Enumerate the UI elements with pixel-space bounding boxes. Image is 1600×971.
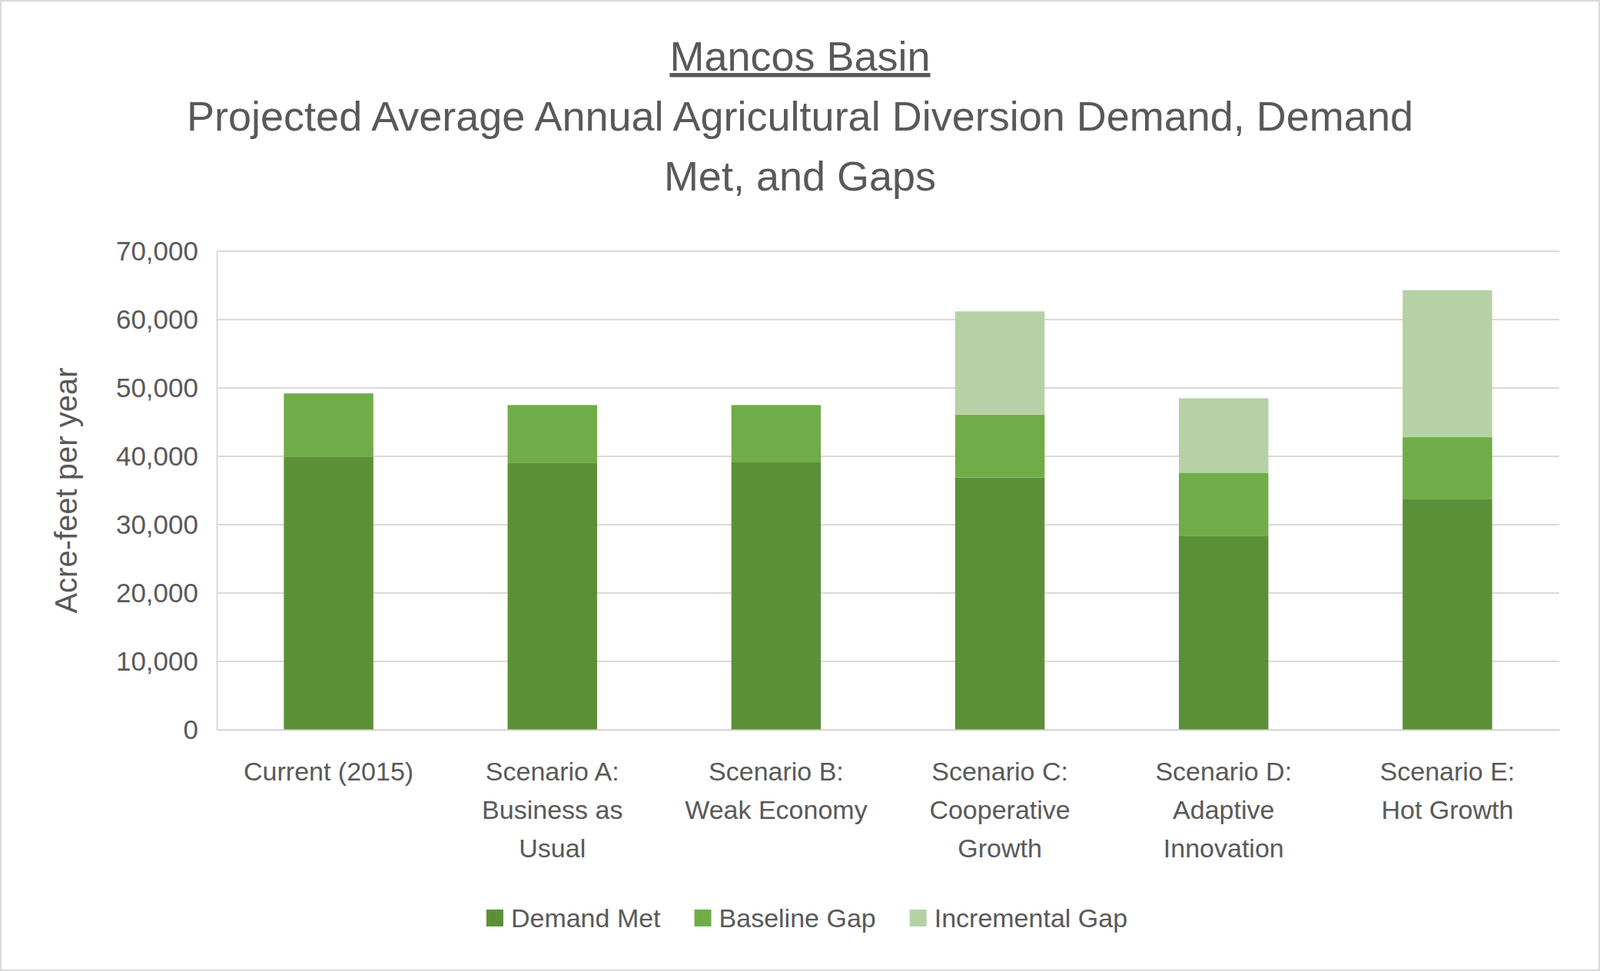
text-line: Weak Economy	[684, 795, 867, 825]
text-line: Projected Average Annual Agricultural Di…	[186, 92, 1414, 140]
x-tick: Scenario E: Hot Growth	[1380, 730, 1516, 825]
text-line: Adaptive	[1172, 795, 1275, 825]
x-tick-label: Scenario A: Business as Usual	[481, 756, 623, 864]
legend-swatch	[909, 909, 927, 927]
grid-line	[216, 318, 1560, 321]
text-line: Growth	[957, 833, 1043, 864]
grid-line	[216, 660, 1560, 663]
x-tick: Current (2015)	[243, 730, 414, 787]
x-axis: Current (2015) Scenario A: Business as Usua…	[217, 730, 1561, 864]
legend: Demand Met Baseline Gap Incremental Gap	[486, 903, 1128, 933]
y-axis: 0 10,000 20,000 30,000 40,000 50,000 60,000 70,…	[116, 235, 218, 745]
text-line: Scenario E:	[1380, 756, 1516, 787]
bar	[1402, 499, 1492, 731]
bar	[1178, 535, 1269, 731]
x-axis-line	[217, 730, 1561, 732]
y-tick-label: 0	[183, 714, 199, 745]
bar	[507, 404, 598, 464]
y-tick: 0	[183, 714, 217, 745]
x-tick: Scenario D: Adaptive Innovation	[1155, 730, 1292, 864]
grid-line	[216, 455, 1560, 458]
subtitle: Projected Average Annual Agricultural Di…	[186, 92, 1414, 200]
title: Mancos Basin	[669, 33, 930, 80]
legend-label: Incremental Gap	[934, 903, 1128, 933]
bar	[955, 311, 1045, 415]
legend-item: Demand Met	[486, 903, 661, 933]
y-axis-line	[216, 252, 219, 731]
bar	[1402, 437, 1492, 500]
text-line: Scenario D:	[1155, 756, 1292, 787]
series	[955, 290, 1493, 474]
grid-line	[216, 387, 1560, 389]
bar	[283, 393, 373, 458]
y-tick: 60,000	[116, 304, 217, 335]
x-tick: Scenario B: Weak Economy	[684, 730, 867, 825]
legend-item: Incremental Gap	[909, 903, 1128, 933]
chart-frame	[0, 0, 1600, 971]
text-line: Scenario A:	[485, 756, 620, 787]
y-tick: 30,000	[116, 509, 217, 540]
y-tick: 40,000	[116, 441, 217, 472]
text-line: Cooperative	[929, 795, 1070, 825]
x-tick: Scenario A: Business as Usual	[481, 730, 623, 864]
text-line: Current (2015)	[243, 756, 414, 787]
y-tick-label: 40,000	[116, 441, 199, 472]
legend-label: Baseline Gap	[719, 903, 877, 933]
grid-line	[216, 729, 1560, 731]
text-line: Scenario C:	[931, 756, 1069, 787]
y-tick: 20,000	[116, 577, 217, 608]
bar	[1402, 290, 1492, 438]
y-tick: 10,000	[116, 646, 217, 677]
y-tick-label: 60,000	[116, 304, 199, 335]
y-tick-label: 50,000	[116, 372, 199, 403]
bar	[731, 404, 821, 463]
bar	[507, 463, 598, 731]
y-tick-label: 70,000	[116, 235, 199, 266]
legend-swatch	[694, 909, 712, 927]
x-tick-label: Scenario B: Weak Economy	[684, 756, 867, 825]
text-line: Scenario B:	[708, 756, 844, 787]
bar	[1178, 472, 1269, 536]
x-tick-label: Current (2015)	[243, 756, 414, 787]
y-tick-label: 30,000	[116, 509, 199, 540]
bar	[1178, 398, 1269, 473]
bars	[283, 290, 1492, 731]
text-line: Innovation	[1163, 833, 1285, 864]
legend-swatch	[486, 909, 504, 927]
legend-item: Baseline Gap	[694, 903, 877, 933]
grid-line	[216, 524, 1560, 526]
grid-line	[216, 250, 1560, 253]
y-tick-label: 10,000	[116, 646, 199, 677]
y-tick-label: 20,000	[116, 577, 199, 608]
text-line: Hot Growth	[1380, 795, 1514, 825]
bar	[731, 462, 821, 731]
y-tick: 70,000	[116, 235, 217, 266]
x-tick: Scenario C: Cooperative Growth	[929, 730, 1070, 864]
x-tick-label: Scenario E: Hot Growth	[1380, 756, 1516, 825]
bar	[955, 478, 1045, 731]
y-tick: 50,000	[116, 372, 217, 403]
y-axis-title: Acre-feet per year	[49, 367, 83, 614]
chart: Mancos Basin Projected Average Annual Agr…	[0, 0, 1600, 971]
bar	[283, 457, 373, 731]
series	[283, 393, 1492, 536]
text-line: Met, and Gaps	[663, 152, 937, 200]
text-line: Usual	[518, 833, 586, 864]
series	[283, 457, 1492, 731]
x-tick-label: Scenario D: Adaptive Innovation	[1155, 756, 1292, 864]
grid	[216, 251, 1560, 731]
legend-label: Demand Met	[511, 903, 661, 933]
grid-line	[216, 592, 1560, 595]
bar	[955, 414, 1045, 479]
text-line: Business as	[481, 795, 623, 825]
x-tick-label: Scenario C: Cooperative Growth	[929, 756, 1070, 864]
